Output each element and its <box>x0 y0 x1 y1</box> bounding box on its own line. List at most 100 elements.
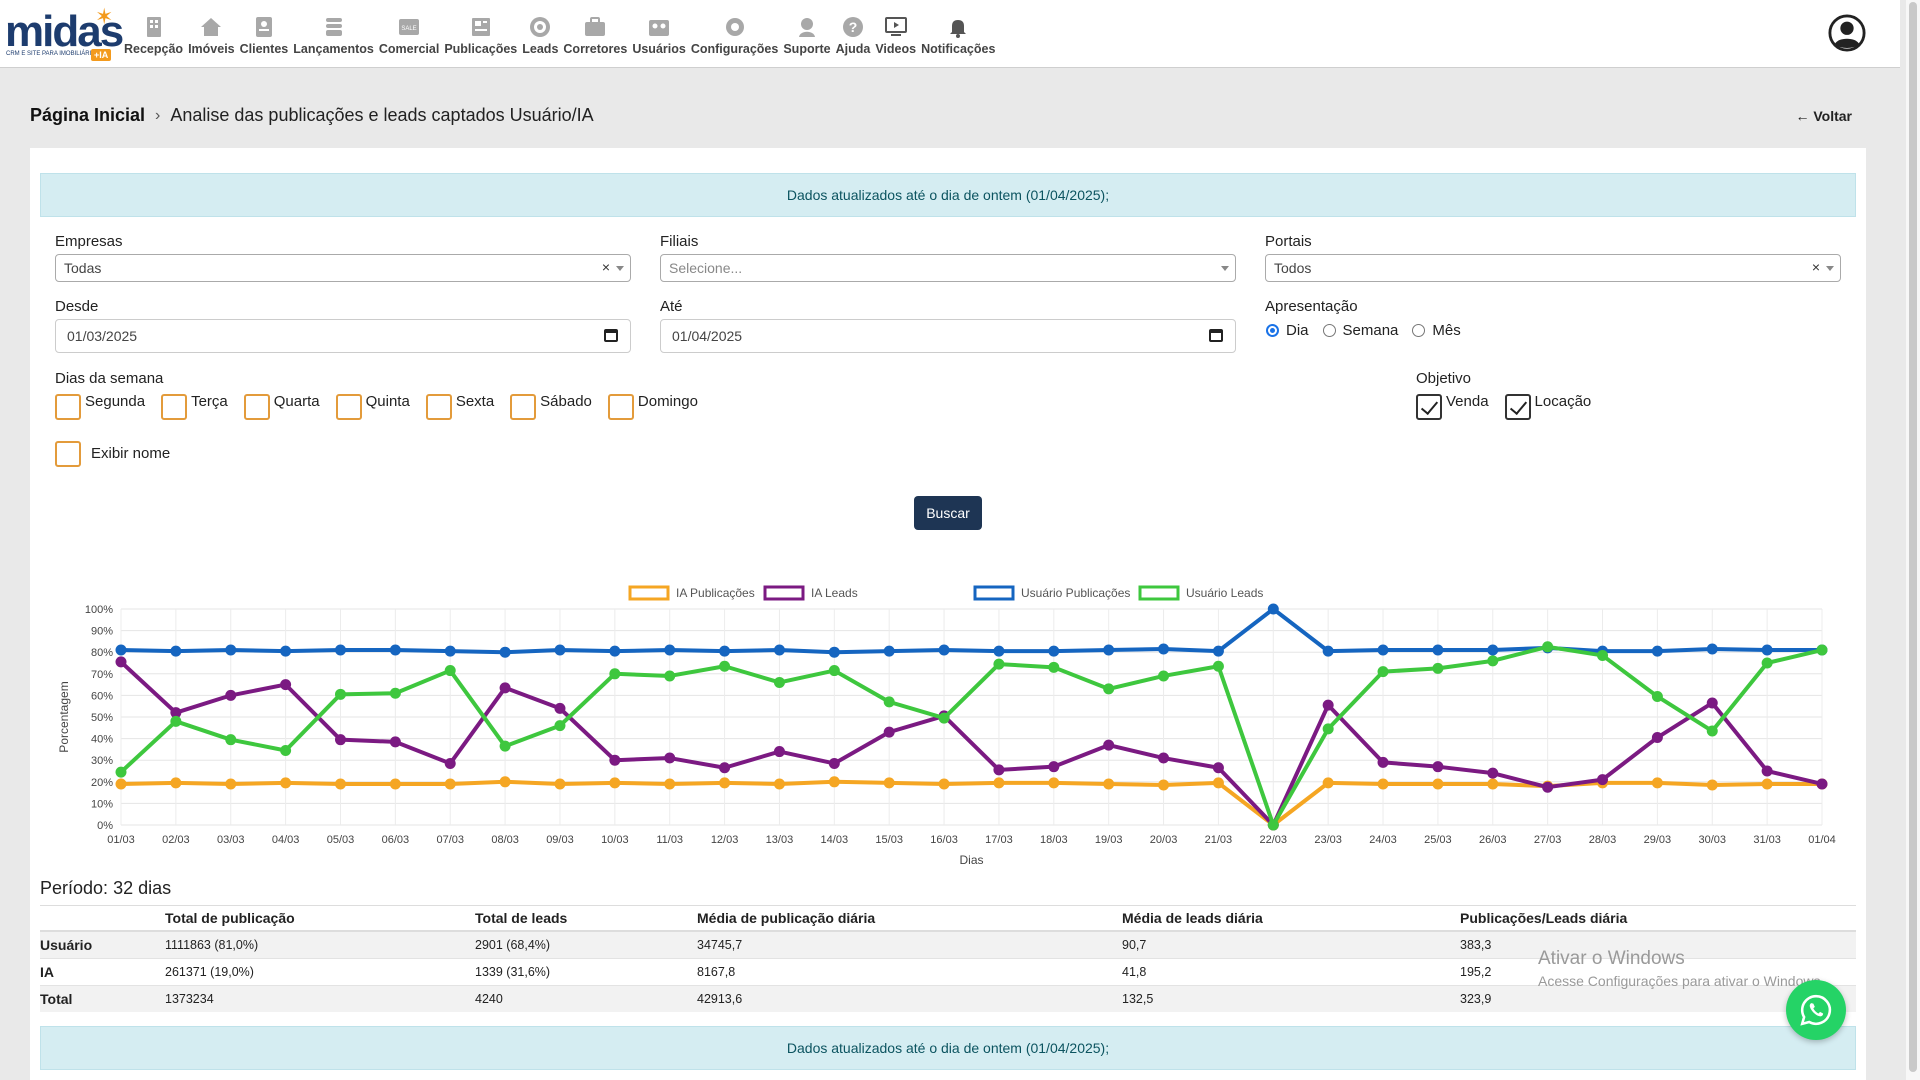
data-point <box>1267 603 1279 615</box>
gear-icon <box>720 12 750 42</box>
nav-item-imoveis[interactable]: Imóveis <box>188 12 235 62</box>
buscar-button[interactable]: Buscar <box>914 496 982 530</box>
nav-item-comercial[interactable]: SALE Comercial <box>379 12 439 62</box>
x-tick-label: 14/03 <box>821 834 849 846</box>
data-point <box>389 778 401 790</box>
summary-cell: 34745,7 <box>697 930 1122 959</box>
midas-logo[interactable]: midas ✶ CRM E SITE PARA IMOBILIÁRIA +IA <box>5 4 124 62</box>
nav-item-videos[interactable]: Videos <box>875 12 916 62</box>
nav-item-leads[interactable]: Leads <box>522 12 558 62</box>
data-point <box>499 646 511 658</box>
periodo: Período: 32 dias <box>40 878 171 899</box>
checkbox-dia-6[interactable] <box>607 394 634 420</box>
data-point <box>334 734 346 746</box>
checkbox-dia-4[interactable] <box>425 394 452 420</box>
portais-clear-icon[interactable]: × <box>1811 259 1820 275</box>
x-tick-label: 02/03 <box>162 834 190 846</box>
filiais-select[interactable]: Selecione... <box>660 254 1236 282</box>
data-point <box>828 665 840 677</box>
radio-mes[interactable] <box>1412 324 1426 337</box>
user-account-icon[interactable] <box>1828 14 1866 52</box>
ate-label: Até <box>660 298 683 315</box>
x-tick-label: 19/03 <box>1095 834 1123 846</box>
x-tick-label: 04/03 <box>272 834 300 846</box>
data-point <box>554 702 566 714</box>
summary-row: Usuário 1111863 (81,0%) 2901 (68,4%) 34745,… <box>40 930 1856 959</box>
data-point <box>1487 644 1499 656</box>
calendar-icon[interactable] <box>1209 329 1223 342</box>
data-point <box>499 682 511 694</box>
radio-semana[interactable] <box>1322 324 1336 337</box>
data-point <box>993 658 1005 670</box>
nav-item-suporte[interactable]: Suporte <box>783 12 831 62</box>
calendar-icon[interactable] <box>604 329 618 342</box>
breadcrumb-home[interactable]: Página Inicial <box>30 105 146 125</box>
video-icon <box>881 12 911 42</box>
checkbox-venda-label: Venda <box>1446 393 1489 410</box>
desde-date-input[interactable]: 01/03/2025 <box>55 319 631 353</box>
data-point <box>1322 723 1334 735</box>
checkbox-dia-5[interactable] <box>510 394 537 420</box>
data-point <box>609 668 621 680</box>
data-point <box>1487 767 1499 779</box>
y-tick-label: 0% <box>97 820 113 832</box>
filiais-dropdown-arrow-icon[interactable] <box>1221 266 1229 271</box>
empresas-select[interactable]: Todas × <box>55 254 631 282</box>
nav-item-corretores[interactable]: Corretores <box>563 12 627 62</box>
legend-swatch <box>1138 585 1180 601</box>
nav-item-label: Suporte <box>783 42 831 56</box>
data-point <box>225 689 237 701</box>
contact-card-icon <box>249 12 279 42</box>
empresas-value: Todas <box>64 260 102 276</box>
nav-item-recepcao[interactable]: Recepção <box>124 12 183 62</box>
data-point <box>1322 645 1334 657</box>
summary-cell: 261371 (19,0%) <box>165 958 475 986</box>
ate-date-input[interactable]: 01/04/2025 <box>660 319 1236 353</box>
checkbox-dia-0[interactable] <box>55 394 81 420</box>
checkbox-locacao[interactable] <box>1504 394 1531 420</box>
y-axis-label: Porcentagem <box>57 681 71 752</box>
nav-item-ajuda[interactable]: ? Ajuda <box>836 12 870 62</box>
nav-item-usuarios[interactable]: Usuários <box>632 12 686 62</box>
nav-item-notificacoes[interactable]: Notificações <box>921 12 995 62</box>
nav-item-lancamentos[interactable]: Lançamentos <box>293 12 374 62</box>
data-point <box>554 720 566 732</box>
publications-leads-line-chart: 0% 10% 20% 30% 40% 50% 60% 70% 80% 90% 100% 01/03 02… <box>57 585 1836 867</box>
checkbox-dia-1[interactable] <box>161 394 188 420</box>
y-tick-label: 10% <box>91 798 113 810</box>
data-point <box>993 777 1005 789</box>
data-point <box>280 679 292 691</box>
checkbox-dia-3[interactable] <box>335 394 362 420</box>
data-point <box>1158 779 1170 791</box>
data-point <box>1432 644 1444 656</box>
summary-header-cell: Média de publicação diária <box>697 905 1122 932</box>
page-scrollbar-thumb[interactable] <box>1909 2 1917 1072</box>
checkbox-exibir-nome[interactable] <box>55 441 81 467</box>
empresas-clear-icon[interactable]: × <box>601 259 610 275</box>
data-point <box>115 656 127 668</box>
checkbox-dia-2[interactable] <box>243 394 270 420</box>
nav-item-publicacoes[interactable]: Publicações <box>444 12 517 62</box>
data-point <box>719 645 731 657</box>
x-tick-label: 13/03 <box>766 834 794 846</box>
x-tick-label: 31/03 <box>1753 834 1781 846</box>
empresas-dropdown-arrow-icon[interactable] <box>616 266 624 271</box>
summary-header-cell <box>40 905 165 932</box>
nav-item-configuracoes[interactable]: Configurações <box>691 12 778 62</box>
portais-select[interactable]: Todos × <box>1265 254 1841 282</box>
data-point <box>1761 644 1773 656</box>
data-point <box>554 778 566 790</box>
logo-ia-badge: +IA <box>91 49 112 61</box>
briefcase-icon <box>580 12 610 42</box>
checkbox-venda[interactable] <box>1416 394 1442 420</box>
activation-title: Ativar o Windows <box>1538 948 1685 969</box>
nav-item-clientes[interactable]: Clientes <box>240 12 288 62</box>
radio-dia[interactable] <box>1266 324 1279 337</box>
y-tick-label: 20% <box>91 777 113 789</box>
back-button[interactable]: ← Voltar <box>1795 108 1852 124</box>
portais-dropdown-arrow-icon[interactable] <box>1826 266 1834 271</box>
y-tick-label: 50% <box>91 712 113 724</box>
page-scrollbar[interactable] <box>1906 0 1920 1080</box>
data-point <box>1706 779 1718 791</box>
whatsapp-chat-button[interactable] <box>1786 980 1846 1040</box>
